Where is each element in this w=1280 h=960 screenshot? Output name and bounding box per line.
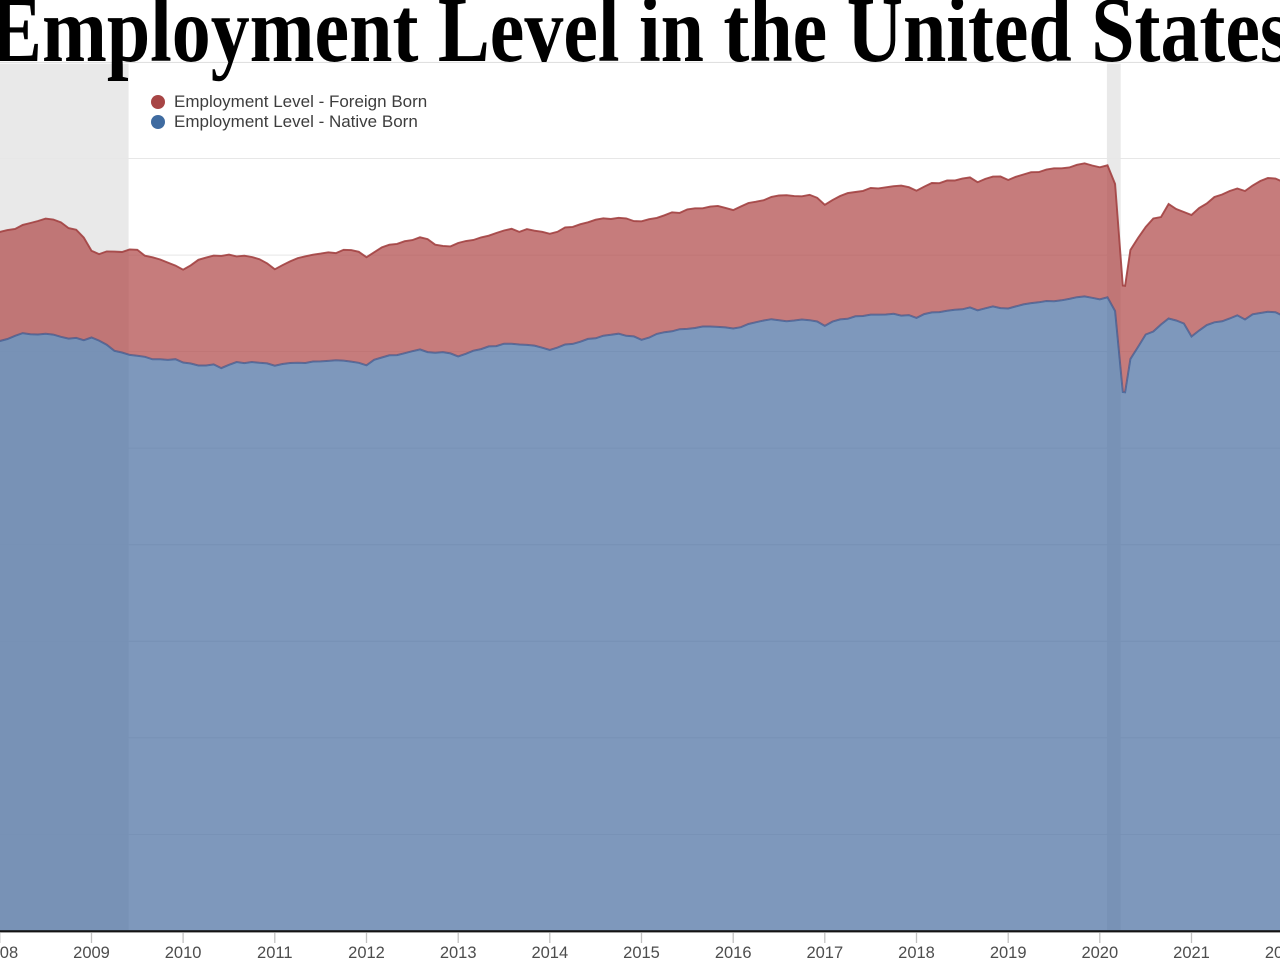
svg-text:2019: 2019 xyxy=(990,944,1027,960)
svg-text:2015: 2015 xyxy=(623,944,660,960)
svg-text:2017: 2017 xyxy=(806,944,843,960)
svg-text:2011: 2011 xyxy=(257,944,292,960)
svg-text:2013: 2013 xyxy=(440,944,477,960)
svg-text:2014: 2014 xyxy=(531,944,568,960)
svg-text:2020: 2020 xyxy=(1081,944,1118,960)
svg-text:2008: 2008 xyxy=(0,944,18,960)
svg-text:2009: 2009 xyxy=(73,944,110,960)
svg-text:2010: 2010 xyxy=(165,944,202,960)
svg-text:2021: 2021 xyxy=(1173,944,1210,960)
svg-text:2022: 2022 xyxy=(1265,944,1280,960)
svg-text:2016: 2016 xyxy=(715,944,752,960)
svg-text:2018: 2018 xyxy=(898,944,935,960)
svg-text:2012: 2012 xyxy=(348,944,385,960)
